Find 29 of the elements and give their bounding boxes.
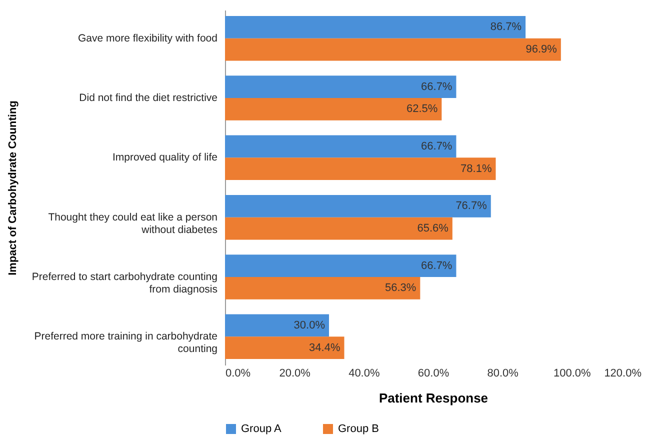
data-label: 62.5% (406, 103, 438, 116)
y-axis-title: Impact of Carbohydrate Counting (6, 100, 19, 276)
x-tick-label: 0.0% (226, 368, 251, 380)
y-tick-label: Gave more flexibility with food (78, 32, 218, 44)
legend-label: Group B (338, 423, 379, 435)
data-label: 66.7% (421, 80, 452, 93)
data-label: 30.0% (294, 319, 326, 332)
data-label: 76.7% (456, 200, 488, 212)
x-tick-label: 120.0% (604, 368, 642, 380)
data-label: 34.4% (309, 342, 340, 354)
data-label: 66.7% (421, 260, 452, 272)
x-tick-label: 40.0% (348, 368, 380, 380)
y-tick-label: Thought they could eat like a person without diabetes (48, 211, 218, 236)
data-label: 78.1% (460, 162, 492, 175)
y-tick-label: Did not find the diet restrictive (79, 92, 218, 104)
data-label: 96.9% (526, 44, 558, 56)
data-label: 65.6% (417, 222, 449, 235)
x-tick-label: 80.0% (487, 368, 519, 380)
y-tick-label: Improved quality of life (112, 152, 218, 164)
data-label: 86.7% (490, 21, 522, 34)
y-tick-label: Preferred more training in carbohydrate counting (34, 330, 218, 356)
x-tick-label: 60.0% (418, 368, 450, 380)
y-tick-label: Preferred to start carbohydrate counting from diagnosis (32, 270, 218, 296)
legend-label: Group A (241, 423, 282, 435)
data-label: 56.3% (384, 282, 416, 294)
x-axis-title: Patient Response (378, 390, 488, 406)
data-label: 66.7% (421, 140, 452, 152)
x-tick-label: 100.0% (554, 368, 592, 380)
x-tick-label: 20.0% (279, 368, 311, 380)
